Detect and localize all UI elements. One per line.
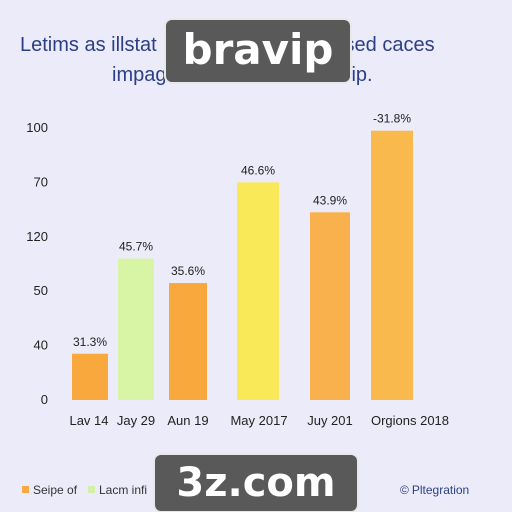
x-tick-label: Juy 201 (307, 413, 353, 428)
x-tick-label: Aun 19 (167, 413, 208, 428)
title-line-2: impag (112, 64, 167, 86)
data-label: 31.3% (73, 335, 107, 349)
x-tick-label: Orgions 2018 (371, 413, 449, 428)
copyright-icon: © (400, 483, 409, 497)
x-tick-label: Jay 29 (117, 413, 155, 428)
data-label: 46.6% (241, 163, 275, 177)
legend-label-0: Seipe of (33, 483, 78, 497)
data-labels-group: 31.3% 45.7% 35.6% 46.6% 43.9% -31.8% (73, 112, 411, 349)
data-label: -31.8% (373, 112, 411, 126)
legend-label-1: Lacm infi (99, 483, 148, 497)
legend-swatch-0 (22, 486, 29, 493)
x-tick-label: May 2017 (230, 413, 287, 428)
y-tick-label: 40 (34, 338, 48, 353)
legend-label-2: Pltegration (411, 483, 470, 497)
watermark-top: bravip (166, 20, 350, 82)
x-tick-label: Lav 14 (69, 413, 108, 428)
data-label: 43.9% (313, 193, 347, 207)
y-tick-label: 0 (41, 392, 48, 407)
bar (72, 353, 108, 400)
legend-item-1: Lacm infi (88, 483, 147, 497)
y-tick-label: 50 (34, 283, 48, 298)
legend-item-2: © Pltegration (400, 483, 469, 497)
legend-item-0: Seipe of (22, 483, 77, 497)
bar (310, 212, 350, 400)
bar (237, 182, 279, 400)
bar (169, 283, 207, 400)
bar (118, 258, 154, 400)
data-label: 35.6% (171, 264, 205, 278)
watermark-bottom: 3z.com (155, 455, 357, 511)
data-label: 45.7% (119, 240, 153, 254)
legend-swatch-1 (88, 486, 95, 493)
y-tick-label: 120 (26, 229, 48, 244)
title-line-1: Letims as illstat (20, 34, 157, 56)
bars-group (72, 130, 413, 400)
bar (371, 130, 413, 400)
y-axis-ticks: 100 70 120 50 40 0 (26, 120, 48, 407)
y-tick-label: 100 (26, 120, 48, 135)
x-axis-ticks: Lav 14 Jay 29 Aun 19 May 2017 Juy 201 Orgions… (69, 413, 449, 428)
y-tick-label: 70 (34, 174, 48, 189)
